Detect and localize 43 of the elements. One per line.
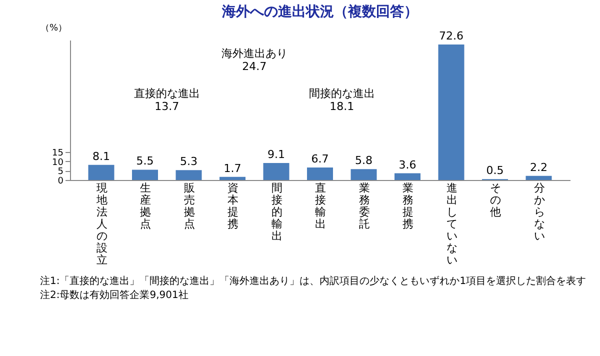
data-label: 5.3: [180, 155, 198, 168]
text: 注2:母数は有効回答企業9,901社: [40, 289, 188, 301]
y-tick-label: 10: [52, 158, 64, 168]
chart-title: 海外への進出状況（複数回答）: [221, 3, 418, 20]
y-tick-label: 0: [58, 176, 64, 186]
x-tick-label: 販売拠点: [184, 182, 195, 230]
y-tick-label: 15: [52, 148, 64, 158]
data-label: 6.7: [311, 152, 329, 166]
y-axis-title: （%）: [40, 24, 68, 34]
data-label: 2.2: [530, 160, 548, 174]
x-tick-label: 直接輸出: [315, 182, 326, 230]
x-tick-label: その他: [490, 182, 501, 218]
data-label: 72.6: [439, 29, 464, 42]
annotation: 直接的な進出 13.7: [134, 87, 200, 113]
bar: [88, 164, 114, 180]
x-tick-label: 進出していない: [446, 182, 458, 266]
bar: [394, 173, 420, 180]
data-label: 3.6: [398, 158, 416, 172]
x-tick-label: 業務委託: [358, 182, 370, 230]
data-label: 1.7: [224, 162, 242, 175]
x-tick-label: 業務提携: [402, 182, 414, 230]
x-tick-label: 生産拠点: [140, 182, 151, 230]
data-label: 8.1: [92, 150, 110, 163]
data-label: 0.5: [486, 164, 504, 178]
bar: [263, 163, 290, 180]
bar: [438, 44, 464, 180]
annotation: 海外進出あり 24.7: [221, 47, 288, 73]
bar: [526, 176, 552, 180]
data-label: 9.1: [268, 148, 285, 162]
x-tick-label: 現地法人の設立: [95, 182, 108, 266]
data-label: 5.8: [355, 154, 372, 168]
x-tick-label: 分からない: [534, 182, 545, 242]
bar: [220, 176, 246, 180]
data-label: 5.5: [136, 154, 154, 168]
annotation: 間接的な進出 18.1: [308, 87, 375, 113]
text: 注1:「直接的な進出」「間接的な進出」「海外進出あり」は、内訳項目の少なくともいずれか1項目を選択した割合を表す: [40, 275, 586, 287]
bar: [350, 169, 377, 180]
y-tick-label: 5: [58, 167, 64, 178]
x-tick-label: 間接的輸出: [271, 182, 282, 242]
x-tick-label: 資本提携: [228, 182, 238, 230]
bar: [176, 170, 202, 180]
bar: [132, 170, 158, 180]
bar: [307, 167, 333, 180]
